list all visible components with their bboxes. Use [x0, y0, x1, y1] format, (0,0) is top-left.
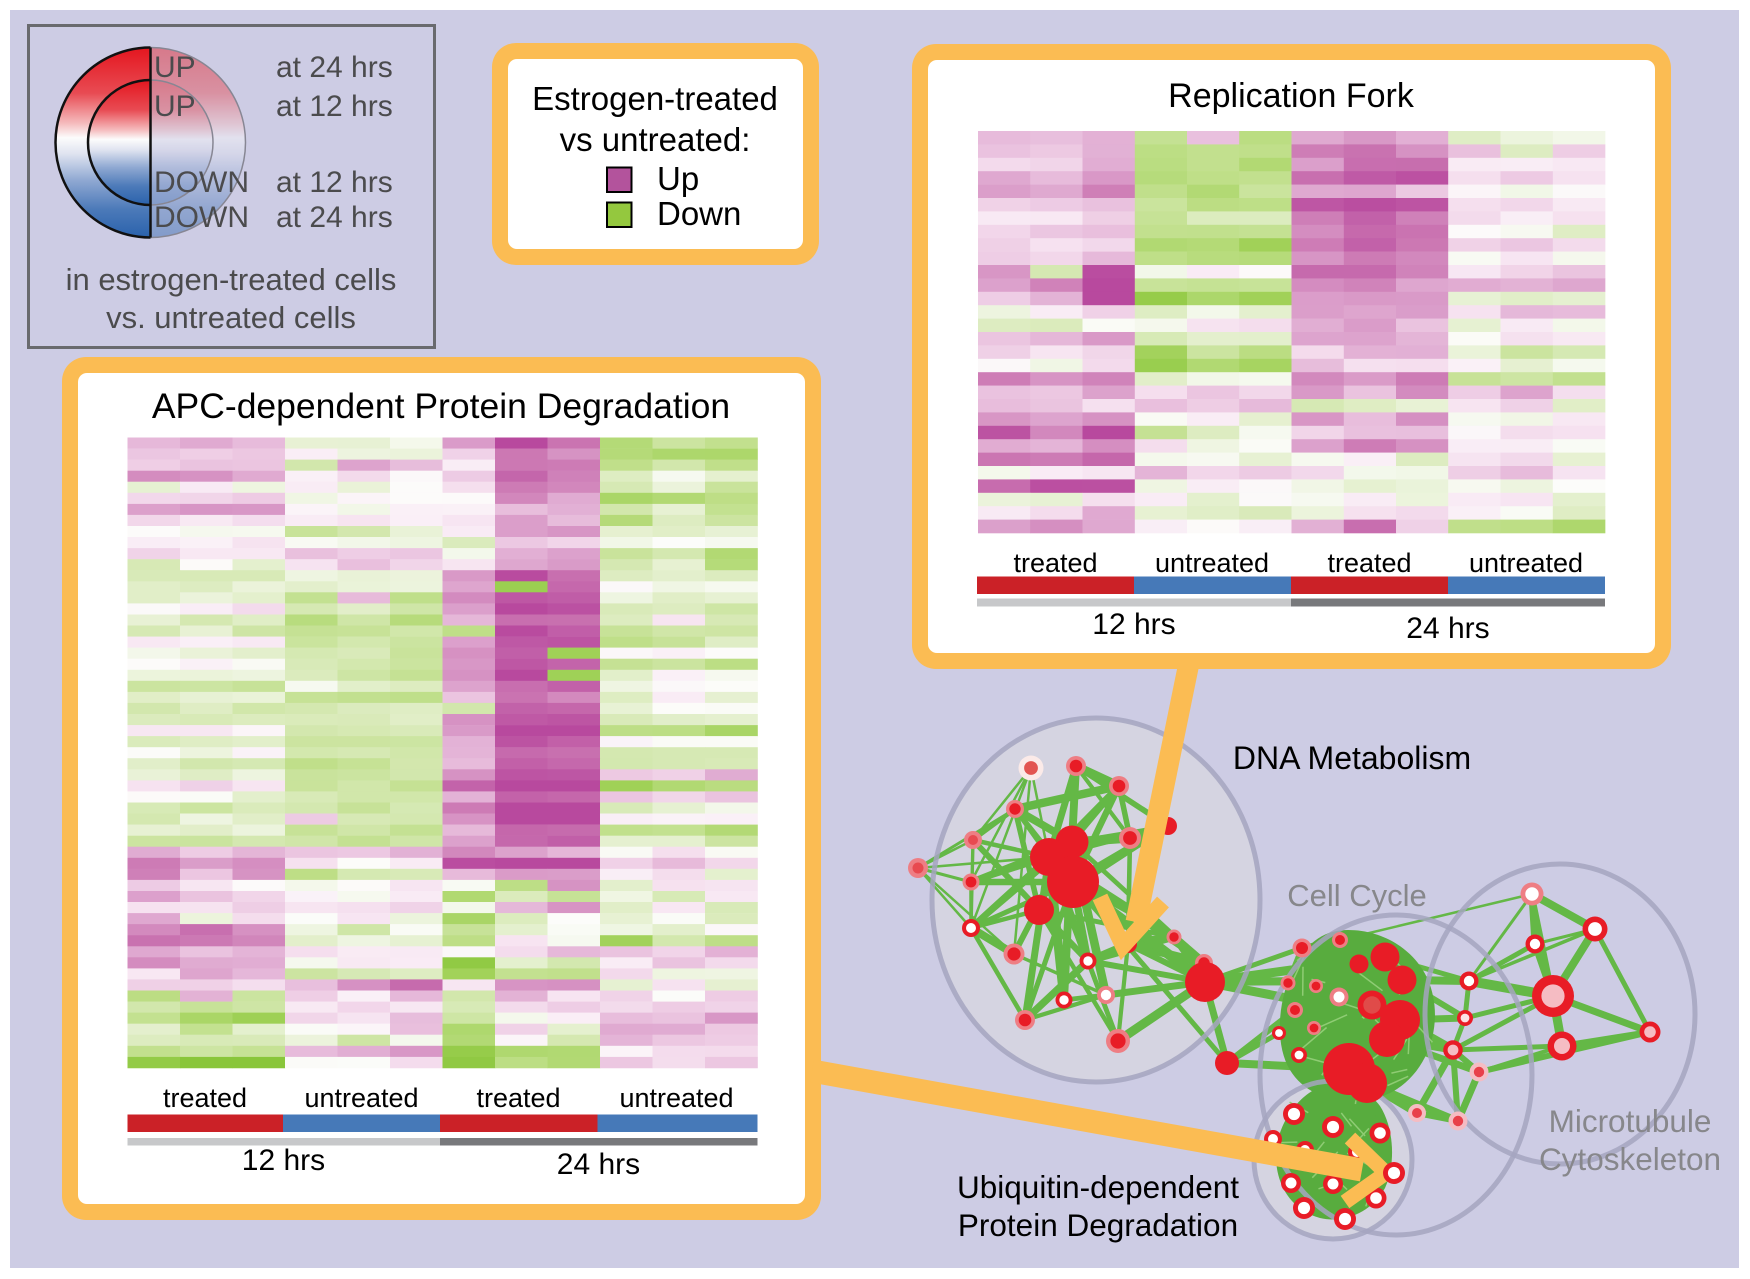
svg-text:Up: Up — [657, 160, 699, 197]
svg-text:UP: UP — [154, 51, 196, 84]
svg-text:treated: treated — [163, 1083, 247, 1113]
svg-text:DOWN: DOWN — [154, 201, 249, 234]
svg-text:APC-dependent Protein Degradat: APC-dependent Protein Degradation — [152, 386, 730, 426]
svg-text:Replication Fork: Replication Fork — [1168, 77, 1415, 115]
svg-text:12 hrs: 12 hrs — [1092, 608, 1175, 641]
svg-text:at 12 hrs: at 12 hrs — [276, 90, 393, 123]
svg-text:DNA Metabolism: DNA Metabolism — [1233, 740, 1471, 776]
svg-text:vs. untreated cells: vs. untreated cells — [106, 300, 356, 335]
svg-text:treated: treated — [1013, 548, 1097, 578]
svg-text:Cell Cycle: Cell Cycle — [1287, 878, 1427, 913]
svg-text:treated: treated — [476, 1083, 560, 1113]
svg-text:vs untreated:: vs untreated: — [560, 121, 751, 158]
svg-text:in estrogen-treated cells: in estrogen-treated cells — [66, 262, 397, 297]
svg-text:Ubiquitin-dependent: Ubiquitin-dependent — [957, 1169, 1239, 1205]
svg-text:Down: Down — [657, 195, 741, 232]
svg-text:UP: UP — [154, 90, 196, 123]
svg-text:untreated: untreated — [1469, 548, 1583, 578]
svg-text:Cytoskeleton: Cytoskeleton — [1539, 1141, 1721, 1177]
svg-text:Estrogen-treated: Estrogen-treated — [532, 80, 778, 117]
svg-text:12 hrs: 12 hrs — [242, 1144, 325, 1177]
svg-text:DOWN: DOWN — [154, 166, 249, 199]
svg-text:at 24 hrs: at 24 hrs — [276, 201, 393, 234]
svg-text:at 24 hrs: at 24 hrs — [276, 51, 393, 84]
svg-text:untreated: untreated — [304, 1083, 418, 1113]
svg-text:Protein Degradation: Protein Degradation — [958, 1207, 1238, 1243]
svg-text:untreated: untreated — [1155, 548, 1269, 578]
svg-text:at 12 hrs: at 12 hrs — [276, 166, 393, 199]
svg-text:untreated: untreated — [619, 1083, 733, 1113]
svg-text:24 hrs: 24 hrs — [557, 1148, 640, 1181]
svg-text:treated: treated — [1327, 548, 1411, 578]
svg-text:Microtubule: Microtubule — [1549, 1103, 1712, 1139]
svg-text:24 hrs: 24 hrs — [1406, 612, 1489, 645]
